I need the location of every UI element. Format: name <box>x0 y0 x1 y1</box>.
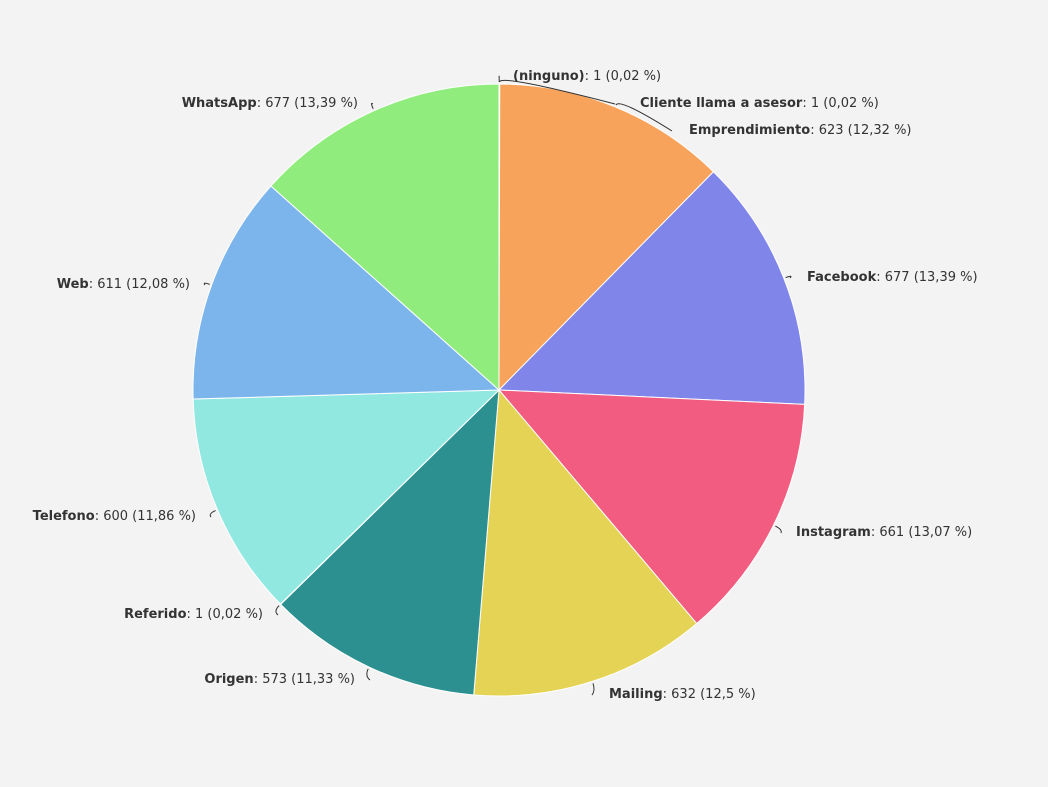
data-label-web: Web: 611 (12,08 %) <box>57 277 190 292</box>
data-label-name: Facebook <box>807 270 877 285</box>
data-label-value: : 623 (12,32 %) <box>810 123 911 138</box>
data-label-name: WhatsApp <box>182 96 257 111</box>
data-label-value: : 632 (12,5 %) <box>663 687 756 702</box>
leader-line-whatsapp <box>372 103 374 108</box>
data-label-whatsapp: WhatsApp: 677 (13,39 %) <box>182 96 358 111</box>
leader-line-telefono <box>210 511 215 517</box>
leader-line-facebook <box>786 276 791 278</box>
data-label-ninguno: (ninguno): 1 (0,02 %) <box>513 69 661 84</box>
data-label-value: : 573 (11,33 %) <box>254 672 355 687</box>
data-label-value: : 611 (12,08 %) <box>89 277 190 292</box>
leader-line-mailing <box>592 683 594 695</box>
data-label-value: : 1 (0,02 %) <box>585 69 662 84</box>
leader-line-origen <box>367 669 370 680</box>
data-label-referido: Referido: 1 (0,02 %) <box>124 607 263 622</box>
data-label-value: : 661 (13,07 %) <box>871 525 972 540</box>
data-label-name: Referido <box>124 607 186 622</box>
data-label-mailing: Mailing: 632 (12,5 %) <box>609 687 756 702</box>
data-label-instagram: Instagram: 661 (13,07 %) <box>796 525 972 540</box>
data-label-name: Origen <box>204 672 253 687</box>
data-label-emprendimiento: Emprendimiento: 623 (12,32 %) <box>689 123 912 138</box>
data-label-name: (ninguno) <box>513 69 585 84</box>
data-label-value: : 677 (13,39 %) <box>257 96 358 111</box>
slices-layer <box>193 84 805 696</box>
data-label-value: : 1 (0,02 %) <box>187 607 264 622</box>
data-label-facebook: Facebook: 677 (13,39 %) <box>807 270 978 285</box>
data-label-cliente-llama-a-asesor: Cliente llama a asesor: 1 (0,02 %) <box>640 96 879 111</box>
data-label-origen: Origen: 573 (11,33 %) <box>204 672 355 687</box>
data-label-name: Telefono <box>33 509 95 524</box>
data-label-name: Mailing <box>609 687 663 702</box>
data-label-telefono: Telefono: 600 (11,86 %) <box>33 509 196 524</box>
data-label-name: Instagram <box>796 525 871 540</box>
leader-line-instagram <box>775 526 781 533</box>
data-label-name: Web <box>57 277 89 292</box>
leader-line-referido <box>276 606 279 615</box>
data-label-value: : 677 (13,39 %) <box>876 270 977 285</box>
data-label-value: : 1 (0,02 %) <box>802 96 879 111</box>
data-label-value: : 600 (11,86 %) <box>95 509 196 524</box>
data-label-name: Emprendimiento <box>689 123 810 138</box>
data-label-name: Cliente llama a asesor <box>640 96 803 111</box>
leader-line-web <box>204 283 209 285</box>
